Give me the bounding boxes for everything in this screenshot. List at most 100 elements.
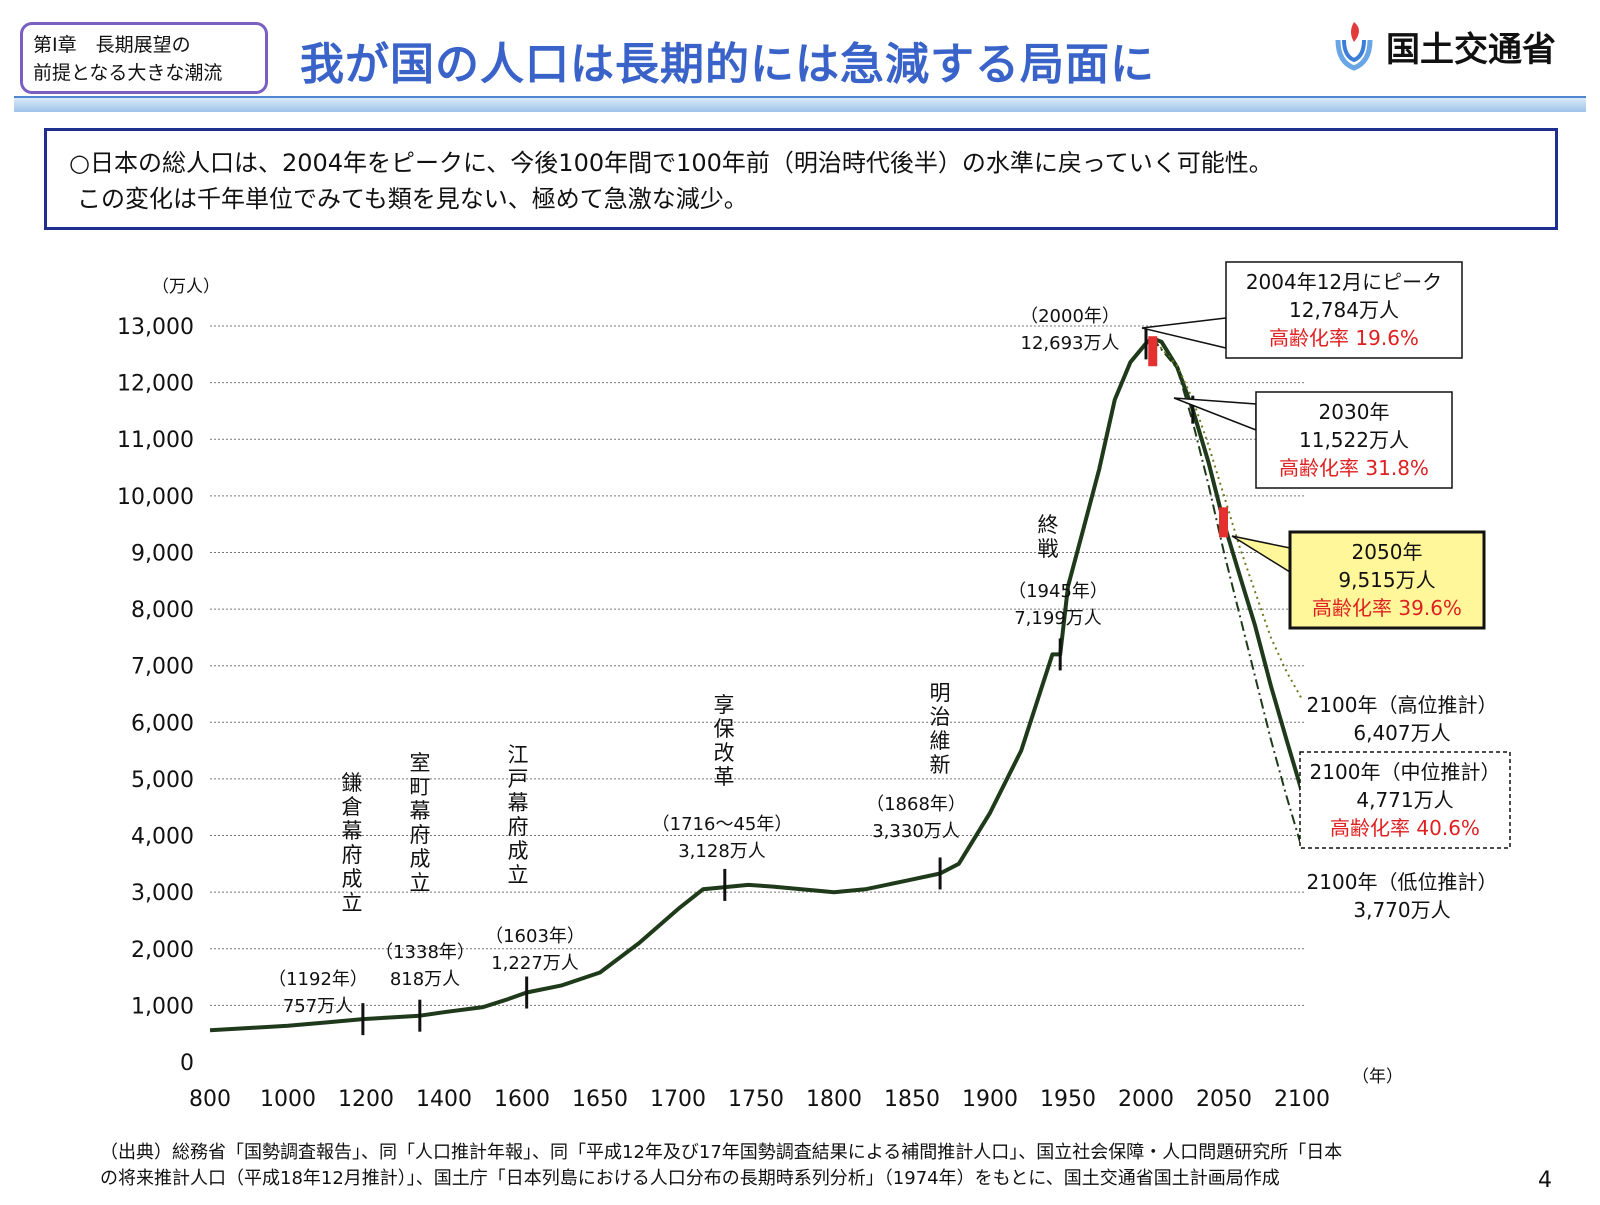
x-tick-label: 1400 <box>416 1087 472 1112</box>
marker-2050 <box>1219 507 1228 538</box>
chapter-line-2: 前提となる大きな潮流 <box>33 62 223 84</box>
event-label-1192: 府 <box>342 843 363 867</box>
callout-box-y2030 <box>1255 391 1453 489</box>
event-label-1192: 鎌 <box>342 771 363 795</box>
page-number: 4 <box>1538 1168 1552 1193</box>
y-tick-label: 13,000 <box>117 315 194 340</box>
chapter-line-1: 第Ⅰ章 長期展望の <box>33 34 191 56</box>
x-tick-label: 1950 <box>1040 1087 1096 1112</box>
y-tick-label: 4,000 <box>131 825 194 850</box>
x-axis-unit: （年） <box>1352 1067 1403 1087</box>
peak-marker <box>1148 336 1158 367</box>
x-tick-label: 800 <box>189 1087 231 1112</box>
marker-year-1603: （1603年） <box>485 926 585 947</box>
y-tick-label: 8,000 <box>131 598 194 623</box>
marker-year-1730: （1716〜45年） <box>652 814 793 835</box>
event-label-1192: 倉 <box>342 795 363 819</box>
callout-aging-mid2100: 高齢化率 40.6% <box>1330 816 1480 840</box>
event-label-1730: 保 <box>714 717 735 741</box>
event-label-1868: 治 <box>930 705 951 729</box>
marker-year-2000: （2000年） <box>1020 306 1120 327</box>
y-tick-label: 5,000 <box>131 768 194 793</box>
marker-pop-1192: 757万人 <box>283 996 353 1017</box>
callout-text-mid2100: 2100年（中位推計） <box>1310 760 1501 784</box>
event-label-1603: 成 <box>508 839 529 863</box>
x-tick-label: 1800 <box>806 1087 862 1112</box>
callout-text-high2100: 6,407万人 <box>1353 721 1450 745</box>
y-tick-label: 11,000 <box>117 428 194 453</box>
event-label-1945: 終 <box>1038 513 1059 537</box>
event-label-1868: 維 <box>930 729 951 753</box>
event-label-1338: 町 <box>410 775 431 799</box>
marker-year-1338: （1338年） <box>375 942 475 963</box>
x-tick-label: 1200 <box>338 1087 394 1112</box>
ministry-emblem-icon <box>1335 22 1373 71</box>
y-tick-label: 9,000 <box>131 541 194 566</box>
callout-text-low2100: 2100年（低位推計） <box>1307 870 1498 894</box>
event-label-1338: 立 <box>410 871 431 895</box>
x-tick-label: 1700 <box>650 1087 706 1112</box>
x-tick-label: 1600 <box>494 1087 550 1112</box>
y-tick-label: 3,000 <box>131 881 194 906</box>
y-axis-unit: （万人） <box>152 277 220 297</box>
x-tick-label: 2000 <box>1118 1087 1174 1112</box>
event-label-1338: 幕 <box>410 799 431 823</box>
series-line-high <box>1151 337 1303 700</box>
marker-year-1868: （1868年） <box>866 794 966 815</box>
x-tick-label: 2100 <box>1274 1087 1330 1112</box>
event-label-1730: 享 <box>714 693 735 717</box>
callout-box-y2050 <box>1288 530 1486 630</box>
x-tick-label: 1850 <box>884 1087 940 1112</box>
marker-pop-1868: 3,330万人 <box>872 821 960 842</box>
x-tick-label: 1900 <box>962 1087 1018 1112</box>
callout-pointer-y2050 <box>1231 535 1291 574</box>
event-label-1603: 幕 <box>508 791 529 815</box>
event-label-1192: 成 <box>342 867 363 891</box>
x-tick-label: 1650 <box>572 1087 628 1112</box>
y-tick-label: 6,000 <box>131 711 194 736</box>
callout-text-high2100: 2100年（高位推計） <box>1307 693 1498 717</box>
event-label-1603: 府 <box>508 815 529 839</box>
marker-pop-1338: 818万人 <box>390 969 460 990</box>
y-tick-label: 10,000 <box>117 485 194 510</box>
event-label-1603: 立 <box>508 863 529 887</box>
event-label-1338: 府 <box>410 823 431 847</box>
callout-text-peak: 12,784万人 <box>1289 298 1399 322</box>
marker-pop-1945: 7,199万人 <box>1014 608 1102 629</box>
y-tick-label: 1,000 <box>131 994 194 1019</box>
summary-box: ○日本の総人口は、2004年をピークに、今後100年間で100年前（明治時代後半… <box>44 128 1558 230</box>
series-line-history <box>209 336 1154 1033</box>
marker-pop-1730: 3,128万人 <box>678 841 766 862</box>
source-line-1: （出典）総務省「国勢調査報告」、同「人口推計年報」、同「平成12年及び17年国勢… <box>100 1142 1343 1163</box>
event-label-1730: 革 <box>714 765 735 789</box>
page-title: 我が国の人口は長期的には急減する局面に <box>300 39 1155 90</box>
summary-line-1: ○日本の総人口は、2004年をピークに、今後100年間で100年前（明治時代後半… <box>69 149 1273 177</box>
source-note: （出典）総務省「国勢調査報告」、同「人口推計年報」、同「平成12年及び17年国勢… <box>100 1140 1342 1192</box>
event-label-1192: 立 <box>342 891 363 915</box>
ministry-name: 国土交通省 <box>1386 30 1556 70</box>
callout-text-y2030: 2030年 <box>1319 400 1390 424</box>
callout-pointer-y2030 <box>1173 397 1257 432</box>
callout-box-mid2100 <box>1299 751 1511 849</box>
chapter-badge: 第Ⅰ章 長期展望の 前提となる大きな潮流 <box>20 22 268 94</box>
callout-text-y2050: 9,515万人 <box>1338 568 1435 592</box>
event-label-1730: 改 <box>714 741 735 765</box>
event-label-1868: 新 <box>930 753 951 777</box>
event-label-1603: 江 <box>508 743 529 767</box>
callout-aging-y2050: 高齢化率 39.6% <box>1312 596 1462 620</box>
y-tick-label: 0 <box>180 1051 194 1076</box>
x-tick-label: 2050 <box>1196 1087 1252 1112</box>
event-label-1192: 幕 <box>342 819 363 843</box>
series-line-low <box>1151 337 1303 849</box>
summary-line-2: この変化は千年単位でみても類を見ない、極めて急激な減少。 <box>77 185 748 213</box>
marker-year-1945: （1945年） <box>1008 581 1108 602</box>
callout-text-y2050: 2050年 <box>1352 540 1423 564</box>
marker-pop-1603: 1,227万人 <box>491 953 579 974</box>
y-tick-label: 2,000 <box>131 938 194 963</box>
marker-year-1192: （1192年） <box>268 969 368 990</box>
x-tick-label: 1000 <box>260 1087 316 1112</box>
event-label-1603: 戸 <box>508 767 529 791</box>
event-label-1945: 戦 <box>1038 537 1059 561</box>
population-chart: 0 1,000 2,000 3,000 4,000 5,000 6,000 7,000 8,00… <box>117 261 1511 1112</box>
callout-text-y2030: 11,522万人 <box>1299 428 1409 452</box>
